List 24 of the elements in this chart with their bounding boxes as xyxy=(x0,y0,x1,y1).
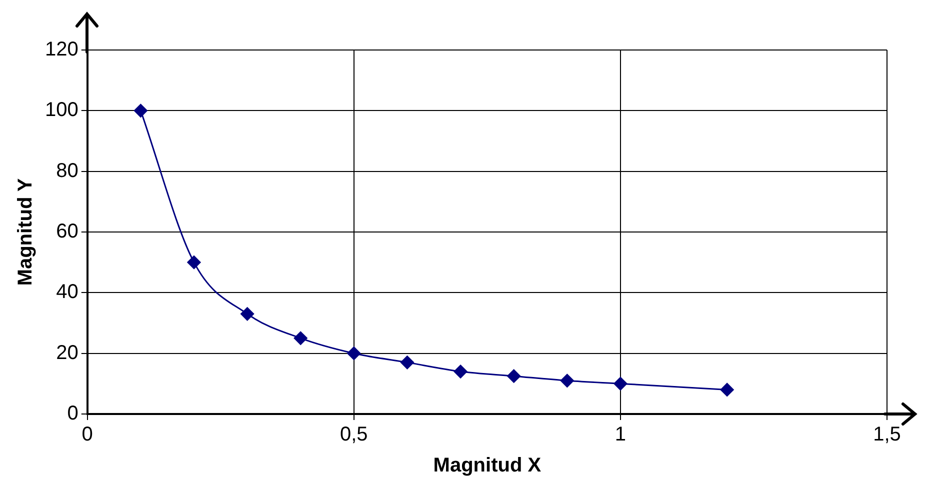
x-axis-title: Magnitud X xyxy=(433,454,542,477)
point xyxy=(560,374,574,388)
x-tick-label: 1,5 xyxy=(873,424,901,446)
y-tick-label: 60 xyxy=(56,220,78,243)
y-axis-title: Magnitud Y xyxy=(14,178,37,286)
y-tick-label: 80 xyxy=(56,160,78,182)
y-tick-label: 0 xyxy=(67,402,78,425)
point xyxy=(454,364,468,378)
point xyxy=(240,307,254,321)
x-tick-label: 0 xyxy=(82,424,93,446)
point xyxy=(614,376,628,390)
point xyxy=(400,356,414,370)
y-tick-label: 100 xyxy=(44,99,78,122)
point xyxy=(720,382,734,396)
y-tick-label: 20 xyxy=(56,342,78,364)
x-tick-label: 0,5 xyxy=(340,424,368,446)
point xyxy=(347,346,361,360)
y-tick-label: 40 xyxy=(56,281,78,304)
y-tick-label: 120 xyxy=(44,38,78,61)
point xyxy=(187,256,201,270)
point xyxy=(507,369,521,383)
x-tick-label: 1 xyxy=(614,424,626,446)
point xyxy=(134,104,148,118)
point xyxy=(294,331,308,345)
